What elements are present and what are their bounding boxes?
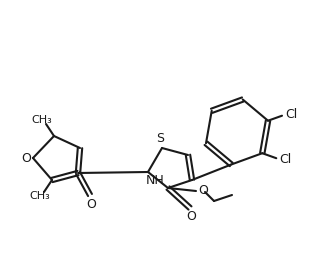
Text: Cl: Cl (285, 108, 297, 121)
Text: O: O (21, 152, 31, 165)
Text: CH₃: CH₃ (32, 115, 52, 125)
Text: O: O (186, 211, 196, 224)
Text: Cl: Cl (279, 153, 292, 166)
Text: O: O (198, 184, 208, 197)
Text: NH: NH (146, 175, 164, 187)
Text: O: O (86, 197, 96, 211)
Text: CH₃: CH₃ (30, 191, 50, 201)
Text: S: S (156, 131, 164, 144)
